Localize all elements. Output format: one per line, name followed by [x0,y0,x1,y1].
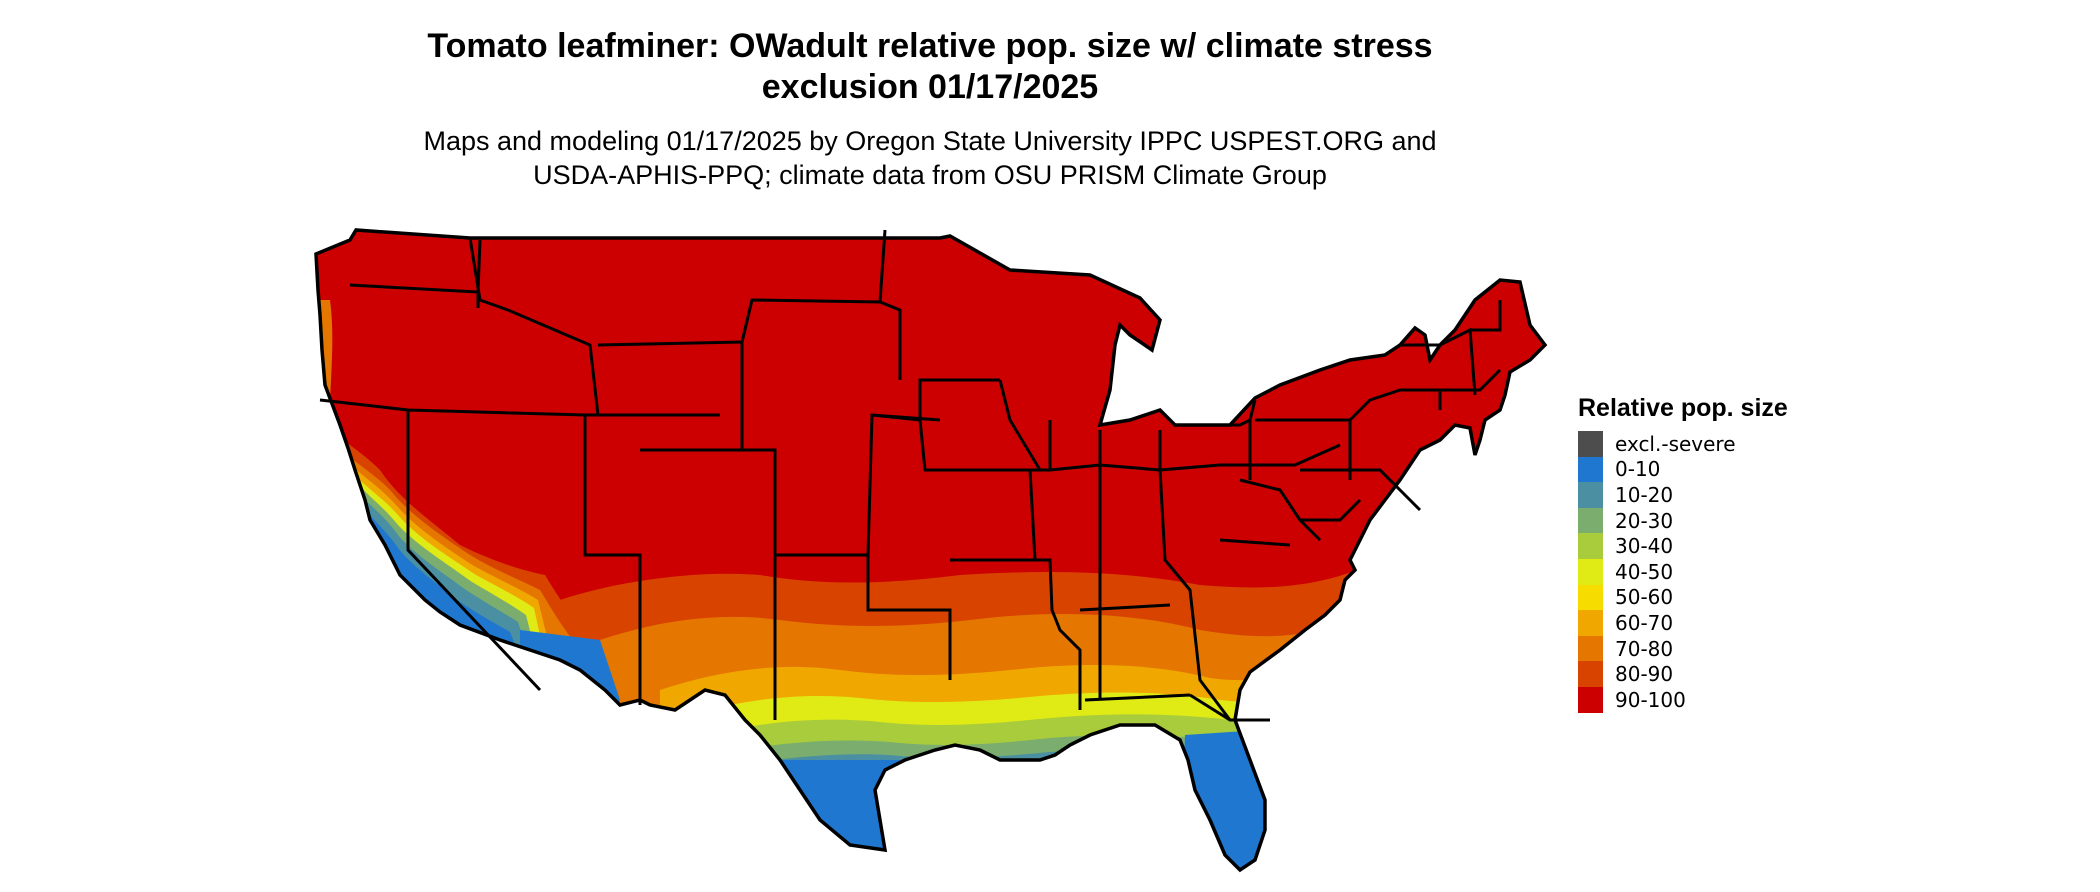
us-map [314,228,1547,872]
legend-item: 0-10 [1578,456,1788,483]
legend-swatch [1578,610,1603,636]
state-boundaries [319,229,1502,722]
legend-label: 60-70 [1615,610,1674,635]
legend-item: 80-90 [1578,661,1788,687]
map-title: Tomato leafminer: OWadult relative pop. … [0,26,1860,108]
legend-label: 70-80 [1615,636,1674,661]
legend-label: 10-20 [1615,482,1674,507]
population-raster [316,230,1545,870]
legend-items: excl.-severe 0-10 10-20 20-30 30-40 40-50 50-6… [1578,431,1788,713]
legend-swatch [1578,482,1603,508]
legend-label: 20-30 [1615,508,1674,533]
map-subtitle-line1: Maps and modeling 01/17/2025 by Oregon S… [423,126,1437,156]
legend-item: 20-30 [1578,507,1788,534]
legend-item: 60-70 [1578,610,1788,636]
legend-swatch [1578,661,1603,687]
legend-swatch [1578,686,1603,713]
legend-swatch [1578,456,1603,483]
map-subtitle-line2: USDA-APHIS-PPQ; climate data from OSU PR… [533,160,1327,190]
legend-label: 40-50 [1615,559,1674,584]
legend-item: 30-40 [1578,533,1788,559]
legend-item: excl.-severe [1578,431,1788,457]
legend-item: 10-20 [1578,482,1788,508]
map-title-line1: Tomato leafminer: OWadult relative pop. … [427,27,1433,65]
legend-swatch [1578,431,1603,457]
map-title-line2: exclusion 01/17/2025 [761,68,1099,106]
legend-swatch [1578,533,1603,559]
legend-item: 90-100 [1578,686,1788,713]
legend-label: excl.-severe [1615,431,1736,456]
legend-label: 30-40 [1615,534,1674,559]
legend-label: 0-10 [1615,457,1661,482]
legend-swatch [1578,635,1603,662]
map-subtitle: Maps and modeling 01/17/2025 by Oregon S… [0,124,1860,192]
legend-item: 40-50 [1578,558,1788,585]
legend-title: Relative pop. size [1578,394,1788,422]
legend-item: 70-80 [1578,635,1788,662]
legend-label: 80-90 [1615,662,1674,687]
legend-label: 90-100 [1615,687,1686,712]
legend-swatch [1578,558,1603,585]
legend: Relative pop. size excl.-severe 0-10 10-20… [1578,394,1788,713]
legend-swatch [1578,584,1603,611]
legend-label: 50-60 [1615,585,1674,610]
legend-item: 50-60 [1578,584,1788,611]
legend-swatch [1578,507,1603,534]
